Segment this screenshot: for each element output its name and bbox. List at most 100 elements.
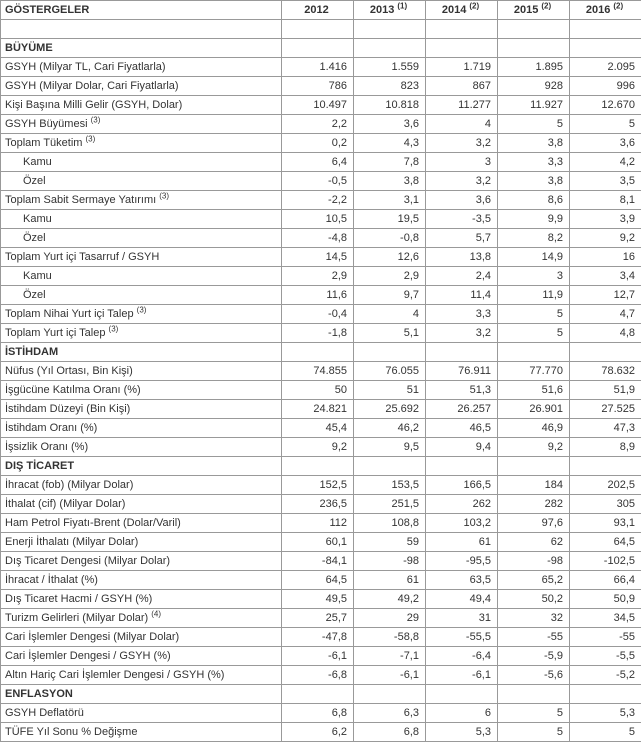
section-empty bbox=[282, 39, 354, 58]
value-cell: 9,2 bbox=[282, 438, 354, 457]
value-cell: 7,8 bbox=[354, 153, 426, 172]
value-cell: 3,2 bbox=[426, 172, 498, 191]
value-cell: 5,3 bbox=[426, 723, 498, 742]
value-cell: -58,8 bbox=[354, 628, 426, 647]
table-row bbox=[1, 20, 641, 39]
row-label: Kamu bbox=[1, 210, 282, 229]
header-year: 2013 (1) bbox=[354, 1, 426, 20]
row-label: İhracat / İthalat (%) bbox=[1, 571, 282, 590]
value-cell: -5,9 bbox=[498, 647, 570, 666]
value-cell: 112 bbox=[282, 514, 354, 533]
value-cell: 4,3 bbox=[354, 134, 426, 153]
value-cell: 3,3 bbox=[426, 305, 498, 324]
table-row: Altın Hariç Cari İşlemler Dengesi / GSYH… bbox=[1, 666, 641, 685]
row-label: Toplam Yurt içi Talep (3) bbox=[1, 324, 282, 343]
table-row: Kişi Başına Milli Gelir (GSYH, Dolar)10.… bbox=[1, 96, 641, 115]
value-cell: -0,8 bbox=[354, 229, 426, 248]
value-cell: 4 bbox=[354, 305, 426, 324]
section-empty bbox=[570, 457, 641, 476]
value-cell: 29 bbox=[354, 609, 426, 628]
value-cell: 3,4 bbox=[570, 267, 641, 286]
value-cell: 60,1 bbox=[282, 533, 354, 552]
value-cell: 3,8 bbox=[498, 134, 570, 153]
section-label: İSTİHDAM bbox=[1, 343, 282, 362]
value-cell: 5 bbox=[498, 305, 570, 324]
row-label: Dış Ticaret Hacmi / GSYH (%) bbox=[1, 590, 282, 609]
value-cell: -6,1 bbox=[354, 666, 426, 685]
section-empty bbox=[282, 685, 354, 704]
table-row: DIŞ TİCARET bbox=[1, 457, 641, 476]
table-row: Toplam Tüketim (3)0,24,33,23,83,6 bbox=[1, 134, 641, 153]
table-row: Toplam Yurt içi Talep (3)-1,85,13,254,8 bbox=[1, 324, 641, 343]
header-year: 2016 (2) bbox=[570, 1, 641, 20]
value-cell: 928 bbox=[498, 77, 570, 96]
value-cell: 76.911 bbox=[426, 362, 498, 381]
row-label: GSYH Büyümesi (3) bbox=[1, 115, 282, 134]
value-cell: 11,4 bbox=[426, 286, 498, 305]
value-cell: 11,9 bbox=[498, 286, 570, 305]
value-cell: 2.095 bbox=[570, 58, 641, 77]
row-label: Toplam Yurt içi Tasarruf / GSYH bbox=[1, 248, 282, 267]
value-cell: 5 bbox=[498, 324, 570, 343]
value-cell: 6,8 bbox=[282, 704, 354, 723]
value-cell: 262 bbox=[426, 495, 498, 514]
value-cell: 4,2 bbox=[570, 153, 641, 172]
row-label: İhracat (fob) (Milyar Dolar) bbox=[1, 476, 282, 495]
row-label: Toplam Nihai Yurt içi Talep (3) bbox=[1, 305, 282, 324]
value-cell: 25,7 bbox=[282, 609, 354, 628]
blank-cell bbox=[426, 20, 498, 39]
value-cell: 1.559 bbox=[354, 58, 426, 77]
value-cell: 867 bbox=[426, 77, 498, 96]
section-empty bbox=[354, 39, 426, 58]
value-cell: 13,8 bbox=[426, 248, 498, 267]
section-empty bbox=[282, 457, 354, 476]
section-empty bbox=[282, 343, 354, 362]
value-cell: 9,9 bbox=[498, 210, 570, 229]
value-cell: 46,5 bbox=[426, 419, 498, 438]
table-row: TÜFE Yıl Sonu % Değişme6,26,85,355 bbox=[1, 723, 641, 742]
table-row: GSYH (Milyar Dolar, Cari Fiyatlarla)7868… bbox=[1, 77, 641, 96]
table-row: Turizm Gelirleri (Milyar Dolar) (4)25,72… bbox=[1, 609, 641, 628]
row-label: TÜFE Yıl Sonu % Değişme bbox=[1, 723, 282, 742]
row-label: İthalat (cif) (Milyar Dolar) bbox=[1, 495, 282, 514]
value-cell: 49,4 bbox=[426, 590, 498, 609]
value-cell: 24.821 bbox=[282, 400, 354, 419]
value-cell: 9,2 bbox=[570, 229, 641, 248]
row-label: Kamu bbox=[1, 153, 282, 172]
value-cell: 5 bbox=[498, 723, 570, 742]
indicators-table: GÖSTERGELER 2012 2013 (1) 2014 (2) 2015 … bbox=[0, 0, 641, 742]
value-cell: -95,5 bbox=[426, 552, 498, 571]
value-cell: 3 bbox=[498, 267, 570, 286]
value-cell: 3,6 bbox=[354, 115, 426, 134]
value-cell: -6,8 bbox=[282, 666, 354, 685]
section-empty bbox=[354, 457, 426, 476]
value-cell: 63,5 bbox=[426, 571, 498, 590]
section-empty bbox=[498, 39, 570, 58]
table-row: Özel-4,8-0,85,78,29,2 bbox=[1, 229, 641, 248]
value-cell: -1,8 bbox=[282, 324, 354, 343]
value-cell: 97,6 bbox=[498, 514, 570, 533]
value-cell: 152,5 bbox=[282, 476, 354, 495]
table-row: Dış Ticaret Hacmi / GSYH (%)49,549,249,4… bbox=[1, 590, 641, 609]
value-cell: 4 bbox=[426, 115, 498, 134]
row-label: İstihdam Oranı (%) bbox=[1, 419, 282, 438]
value-cell: 202,5 bbox=[570, 476, 641, 495]
value-cell: 11.277 bbox=[426, 96, 498, 115]
table-row: Özel11,69,711,411,912,7 bbox=[1, 286, 641, 305]
value-cell: 32 bbox=[498, 609, 570, 628]
value-cell: -0,4 bbox=[282, 305, 354, 324]
value-cell: 8,6 bbox=[498, 191, 570, 210]
table-row: Kamu6,47,833,34,2 bbox=[1, 153, 641, 172]
value-cell: 166,5 bbox=[426, 476, 498, 495]
value-cell: 184 bbox=[498, 476, 570, 495]
section-label: DIŞ TİCARET bbox=[1, 457, 282, 476]
row-label: Toplam Tüketim (3) bbox=[1, 134, 282, 153]
value-cell: 26.257 bbox=[426, 400, 498, 419]
value-cell: 6 bbox=[426, 704, 498, 723]
value-cell: 996 bbox=[570, 77, 641, 96]
value-cell: 6,8 bbox=[354, 723, 426, 742]
blank-cell bbox=[354, 20, 426, 39]
row-label: Kamu bbox=[1, 267, 282, 286]
value-cell: 66,4 bbox=[570, 571, 641, 590]
value-cell: 34,5 bbox=[570, 609, 641, 628]
